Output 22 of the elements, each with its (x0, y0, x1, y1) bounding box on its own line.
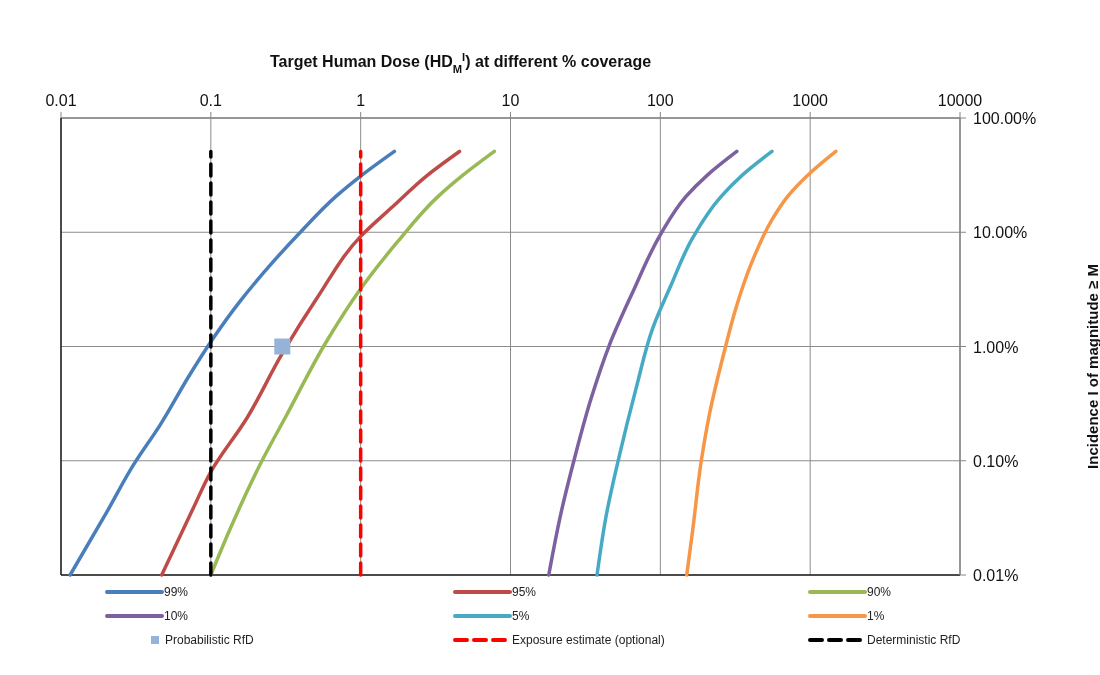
x-tick-label: 100 (646, 92, 674, 109)
chart-title: Target Human Dose (HD$_{M}$$^{I}$) at different % coverage (269, 51, 652, 75)
legend-label: 1% (867, 609, 885, 623)
x-tick-label: 0.1 (199, 92, 223, 109)
y-tick-label: 0.01% (973, 567, 1019, 584)
legend-label: 99% (164, 585, 189, 599)
y-tick-label: 0.10% (973, 452, 1019, 470)
x-tick-label: 0.01 (45, 92, 77, 109)
legend-label: 95% (512, 585, 537, 599)
legend-label: 90% (867, 585, 892, 599)
y-tick-label: 100.00% (973, 110, 1037, 127)
y-tick-label: 1.00% (973, 338, 1019, 356)
x-tick-label: 1000 (792, 92, 829, 109)
legend-label: Exposure estimate (optional) (512, 633, 665, 647)
x-tick-label: 10 (501, 92, 520, 109)
legend-label: 10% (164, 609, 189, 623)
y-tick-label: 10.00% (973, 224, 1028, 242)
legend-label: Probabilistic RfD (165, 633, 255, 647)
legend-label: 5% (512, 609, 530, 623)
x-tick-label: 10000 (937, 92, 983, 109)
x-tick-label: 1 (356, 92, 366, 109)
legend-label: Deterministic RfD (867, 633, 961, 647)
